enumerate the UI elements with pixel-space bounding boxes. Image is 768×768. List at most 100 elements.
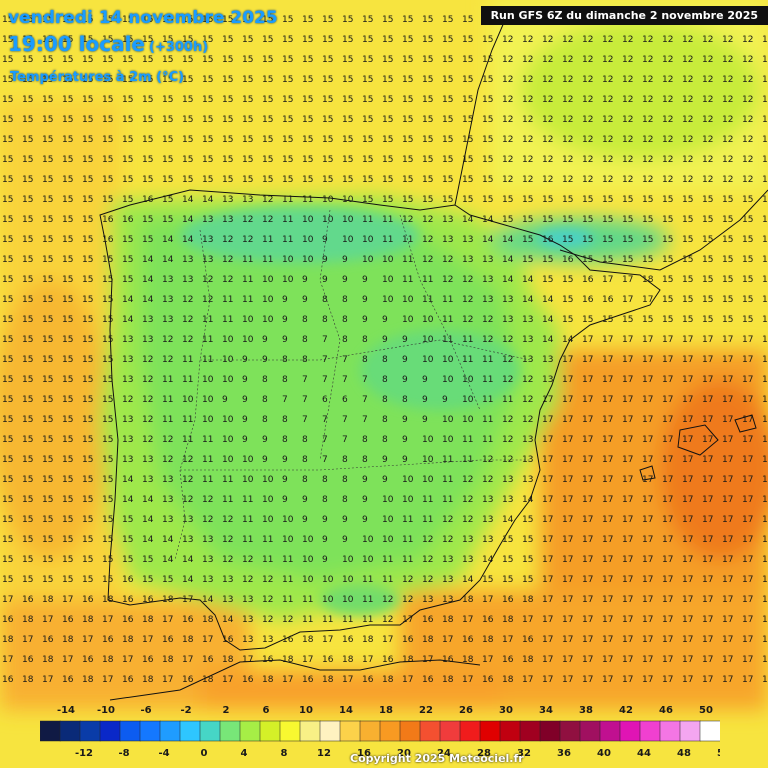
- grid-value: 10: [442, 355, 454, 365]
- grid-value: 15: [382, 35, 393, 45]
- grid-value: 15: [122, 95, 133, 105]
- grid-value: 12: [662, 175, 673, 185]
- grid-value: 17: [602, 555, 613, 565]
- grid-value: 15: [222, 35, 233, 45]
- grid-value: 15: [82, 435, 93, 445]
- grid-value: 15: [682, 275, 693, 285]
- grid-value: 15: [662, 195, 673, 205]
- grid-value: 15: [342, 175, 353, 185]
- grid-value: 16: [502, 655, 514, 665]
- grid-value: 10: [222, 375, 234, 385]
- grid-value: 17: [722, 595, 733, 605]
- grid-value: 15: [82, 175, 93, 185]
- grid-value: 15: [182, 55, 193, 65]
- grid-value: 15: [542, 275, 553, 285]
- grid-value: 12: [262, 575, 273, 585]
- grid-value: 15: [62, 75, 73, 85]
- grid-value: 17: [662, 615, 673, 625]
- grid-value: 12: [502, 355, 513, 365]
- grid-value: 17: [762, 515, 768, 525]
- grid-value: 17: [442, 635, 453, 645]
- legend-label: 18: [379, 705, 393, 716]
- grid-value: 12: [702, 55, 713, 65]
- grid-value: 12: [642, 155, 653, 165]
- grid-value: 12: [502, 35, 513, 45]
- grid-value: 15: [22, 275, 33, 285]
- grid-value: 10: [262, 315, 274, 325]
- grid-value: 15: [442, 15, 453, 25]
- grid-value: 17: [742, 655, 753, 665]
- grid-value: 11: [402, 255, 413, 265]
- grid-value: 11: [242, 275, 253, 285]
- legend-label: 30: [499, 705, 513, 716]
- grid-value: 13: [162, 295, 173, 305]
- grid-value: 15: [702, 215, 713, 225]
- grid-value: 15: [302, 115, 313, 125]
- grid-value: 8: [342, 495, 348, 505]
- grid-value: 11: [482, 355, 493, 365]
- grid-value: 15: [2, 215, 13, 225]
- grid-value: 8: [342, 475, 348, 485]
- grid-value: 17: [582, 475, 593, 485]
- grid-value: 15: [462, 75, 473, 85]
- legend-swatch: [419, 720, 441, 742]
- grid-value: 15: [122, 35, 133, 45]
- grid-value: 15: [142, 15, 153, 25]
- legend-bottom-labels: -12-8-40481216202428323640444852: [75, 748, 720, 759]
- grid-value: 12: [242, 235, 253, 245]
- legend-swatch: [579, 720, 601, 742]
- grid-value: 14: [122, 495, 134, 505]
- grid-value: 12: [662, 155, 673, 165]
- grid-value: 15: [122, 115, 133, 125]
- grid-value: 17: [562, 615, 573, 625]
- grid-value: 12: [462, 275, 473, 285]
- grid-value: 15: [322, 35, 333, 45]
- grid-value: 15: [102, 75, 113, 85]
- grid-value: 15: [742, 275, 753, 285]
- grid-value: 12: [502, 415, 513, 425]
- grid-value: 12: [502, 175, 513, 185]
- grid-value: 15: [62, 555, 73, 565]
- grid-value: 18: [502, 675, 514, 685]
- grid-value: 12: [382, 615, 393, 625]
- grid-value: 15: [382, 155, 393, 165]
- temperature-zone-atlantic-warm: [0, 280, 110, 560]
- legend-label: 2: [223, 705, 230, 716]
- grid-value: 17: [562, 595, 573, 605]
- grid-value: 17: [642, 575, 653, 585]
- grid-value: 17: [582, 375, 593, 385]
- grid-value: 15: [282, 55, 293, 65]
- grid-value: 15: [342, 115, 353, 125]
- grid-value: 15: [82, 15, 93, 25]
- grid-value: 16: [222, 635, 234, 645]
- grid-value: 11: [282, 215, 293, 225]
- grid-value: 17: [642, 595, 653, 605]
- grid-value: 15: [462, 155, 473, 165]
- grid-value: 13: [502, 295, 513, 305]
- grid-value: 12: [502, 435, 513, 445]
- grid-value: 17: [662, 335, 673, 345]
- grid-value: 15: [602, 315, 613, 325]
- grid-value: 10: [302, 555, 314, 565]
- grid-value: 12: [762, 35, 768, 45]
- grid-value: 15: [302, 155, 313, 165]
- grid-value: 15: [662, 255, 673, 265]
- grid-value: 8: [302, 335, 308, 345]
- grid-value: 6: [342, 395, 348, 405]
- grid-value: 15: [742, 295, 753, 305]
- grid-value: 15: [702, 255, 713, 265]
- grid-value: 17: [742, 675, 753, 685]
- grid-value: 10: [442, 375, 454, 385]
- grid-value: 15: [2, 335, 13, 345]
- grid-value: 10: [302, 575, 314, 585]
- grid-value: 14: [142, 515, 154, 525]
- grid-value: 12: [542, 95, 553, 105]
- grid-value: 13: [522, 435, 533, 445]
- grid-value: 17: [602, 375, 613, 385]
- grid-value: 15: [42, 275, 53, 285]
- grid-value: 17: [102, 615, 113, 625]
- legend-swatch: [639, 720, 661, 742]
- grid-value: 12: [602, 115, 613, 125]
- grid-value: 10: [202, 415, 214, 425]
- legend-label: 48: [677, 748, 691, 759]
